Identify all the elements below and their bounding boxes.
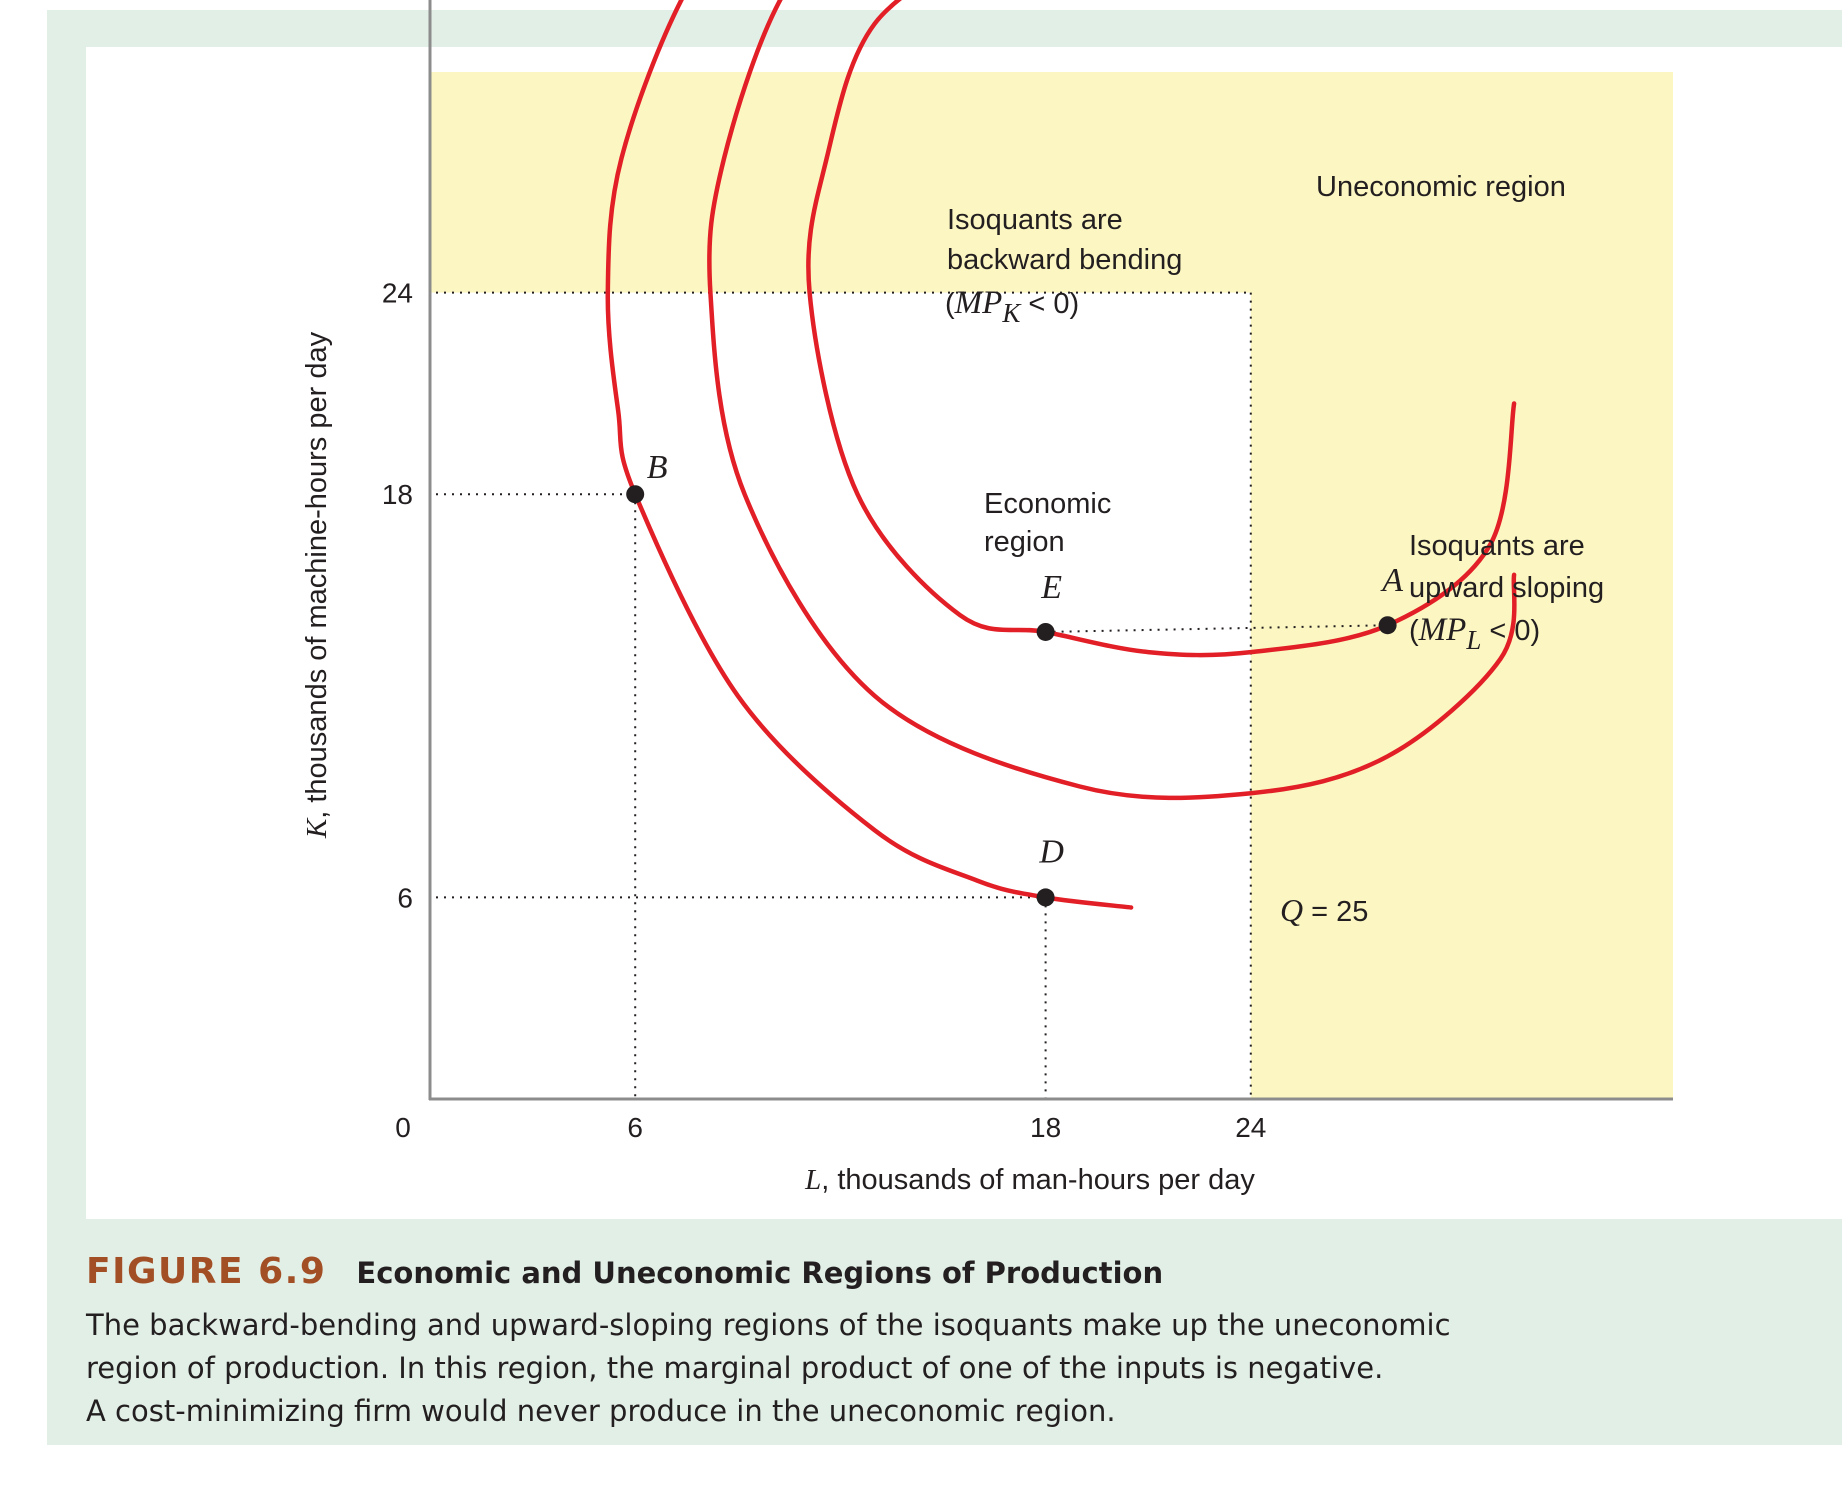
backward-note-paren: ( <box>945 288 955 320</box>
caption-line-1: The backward-bending and upward-sloping … <box>86 1308 1451 1342</box>
tick-labels: 6 18 24 24 18 6 <box>382 278 1267 1143</box>
y-axis-label-text: , thousands of machine-hours per day <box>301 331 333 818</box>
caption-line-3: A cost-minimizing firm would never produ… <box>86 1394 1116 1428</box>
upward-note-close: < 0) <box>1481 615 1540 647</box>
caption-body: The backward-bending and upward-sloping … <box>86 1304 1786 1433</box>
isoquant-q-value: = 25 <box>1303 896 1368 928</box>
guide-lines <box>436 291 1388 1099</box>
x-tick-label: 6 <box>627 1112 643 1143</box>
backward-note-sub: K <box>1001 298 1022 328</box>
economic-region-fill <box>430 292 1251 1100</box>
y-axis-label: K, thousands of machine-hours per day <box>301 331 333 839</box>
upward-note-paren: ( <box>1409 615 1419 647</box>
upward-note-line3: (MPL < 0) <box>1409 612 1540 655</box>
isoquant-q25-label: Q = 25 <box>1280 892 1368 928</box>
economic-region-label-1: Economic <box>984 488 1111 520</box>
isoquant-curve-3 <box>806 0 1517 658</box>
uneconomic-region-label: Uneconomic region <box>1316 171 1566 203</box>
y-tick-label: 24 <box>382 278 413 309</box>
axes <box>428 0 1673 1101</box>
point-d-marker <box>1036 888 1055 907</box>
y-tick-label: 6 <box>397 882 413 913</box>
point-d-label: D <box>1038 833 1064 870</box>
x-axis-variable: L <box>804 1164 821 1196</box>
y-tick-label: 18 <box>382 479 413 510</box>
isoquant-q-variable: Q <box>1280 892 1303 928</box>
backward-note-close: < 0) <box>1020 288 1079 320</box>
upward-note-line1: Isoquants are <box>1409 530 1585 562</box>
guide-e-to-a <box>1045 624 1388 633</box>
x-tick-label: 24 <box>1235 1112 1266 1143</box>
point-e-marker <box>1036 622 1055 641</box>
backward-note-line1: Isoquants are <box>947 204 1123 236</box>
backward-note-line3: (MPK < 0) <box>945 285 1079 328</box>
caption-line-2: region of production. In this region, th… <box>86 1351 1384 1385</box>
x-tick-label: 18 <box>1030 1112 1061 1143</box>
upward-note-mp: MP <box>1418 612 1467 648</box>
figure-title: Economic and Uneconomic Regions of Produ… <box>356 1256 1164 1290</box>
point-b-label: B <box>647 449 668 486</box>
x-axis-label: L, thousands of man-hours per day <box>804 1164 1255 1196</box>
backward-note-line2: backward bending <box>947 244 1182 276</box>
upward-note-line2: upward sloping <box>1409 572 1604 604</box>
isoquant-curve-2 <box>707 0 1517 801</box>
point-a-marker <box>1378 616 1397 635</box>
backward-note-mp: MP <box>954 285 1003 321</box>
origin-label: 0 <box>395 1112 411 1143</box>
economic-region-label-2: region <box>984 526 1065 558</box>
y-axis-variable: K <box>301 817 333 839</box>
point-a-label: A <box>1380 562 1403 599</box>
figure-number: FIGURE 6.9 <box>86 1251 327 1292</box>
upward-note-sub: L <box>1465 625 1481 655</box>
x-axis-label-text: , thousands of man-hours per day <box>821 1164 1255 1196</box>
point-b-marker <box>626 485 645 504</box>
point-e-label: E <box>1040 569 1062 606</box>
figure-caption: FIGURE 6.9 Economic and Uneconomic Region… <box>86 1246 1786 1433</box>
caption-heading: FIGURE 6.9 Economic and Uneconomic Region… <box>86 1246 1786 1304</box>
data-points: B E A D <box>626 449 1403 907</box>
